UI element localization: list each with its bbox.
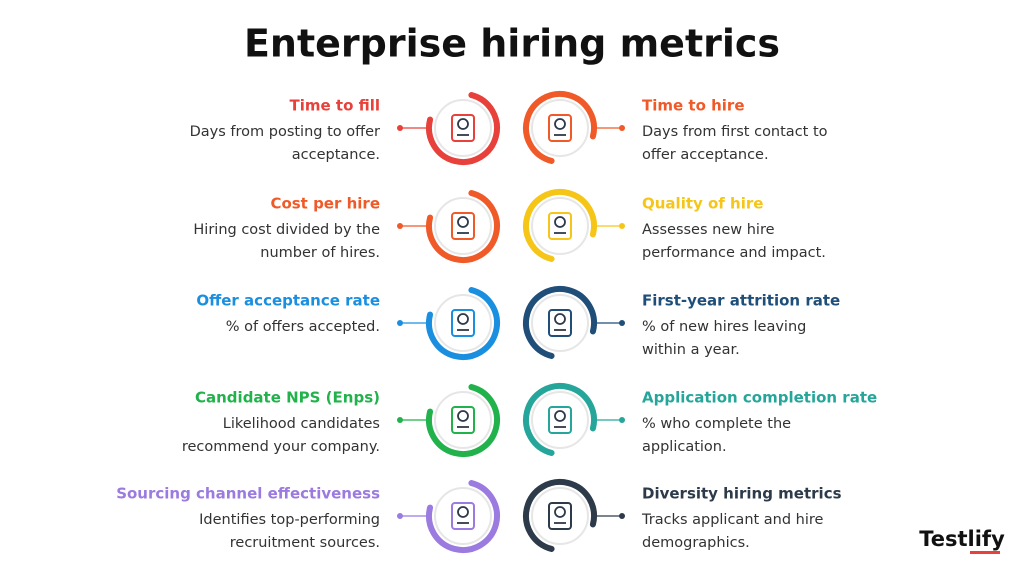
logo-underline [970,551,1000,554]
ring-arc [523,91,597,164]
logo: Testlify [919,527,1005,551]
connector-dot [619,320,625,326]
ring-arc [523,286,597,359]
metric-description: Tracks applicant and hire [641,512,824,528]
connector-dot [397,417,403,423]
ring-inner [434,391,492,449]
metric-description: Days from first contact to [642,124,828,140]
icon-head [457,313,469,325]
metric-description: Likelihood candidates [223,416,380,432]
metric-description: recommend your company. [182,439,380,455]
connector-dot [619,417,625,423]
metric-title: Sourcing channel effectiveness [116,485,380,503]
icon-head [457,216,469,228]
connector-dot [397,223,403,229]
icon-head [457,410,469,422]
title: Enterprise hiring metrics [244,22,780,66]
metric-title: Cost per hire [270,195,380,213]
icon-head [554,216,566,228]
ring-inner [531,487,589,545]
icon-head [554,313,566,325]
metric-title: First-year attrition rate [642,292,840,310]
metric-description: application. [642,439,727,455]
icon-head [457,118,469,130]
metric-description: % who complete the [642,416,791,432]
ring-inner [531,294,589,352]
ring-arc [523,189,597,262]
metric-title: Application completion rate [642,389,877,407]
metric-description: Hiring cost divided by the [193,222,380,238]
icon-body [451,406,475,434]
metric-description: Assesses new hire [642,222,775,238]
icon-body [451,114,475,142]
ring-inner [434,294,492,352]
icon-head [554,410,566,422]
metric-title: Candidate NPS (Enps) [195,389,380,407]
connector-dot [619,223,625,229]
ring-arc [426,190,500,263]
metric-description: % of new hires leaving [642,319,806,335]
metric-description: offer acceptance. [642,147,769,163]
ring-arc [523,383,597,456]
metric-title: Time to hire [642,97,745,115]
metric-title: Diversity hiring metrics [642,485,842,503]
metric-description: performance and impact. [642,245,826,261]
metric-title: Quality of hire [642,195,763,213]
metric-description: number of hires. [260,245,380,261]
icon-head [554,506,566,518]
connector-dot [397,125,403,131]
ring-arc [426,92,500,165]
ring-arc [426,480,500,553]
icon-body [548,502,572,530]
metric-description: demographics. [642,535,750,551]
ring-inner [531,99,589,157]
metric-description: within a year. [642,342,740,358]
ring-arc [426,287,500,360]
connector-dot [619,513,625,519]
connector-dot [397,320,403,326]
metric-description: Identifies top-performing [199,512,380,528]
ring-inner [434,99,492,157]
icon-head [554,118,566,130]
icon-body [451,212,475,240]
icon-body [548,212,572,240]
metric-title: Offer acceptance rate [196,292,380,310]
metric-description: recruitment sources. [230,535,380,551]
metric-description: acceptance. [292,147,380,163]
ring-arc [426,384,500,457]
ring-inner [531,197,589,255]
ring-inner [434,487,492,545]
ring-inner [434,197,492,255]
connector-dot [619,125,625,131]
icon-body [548,309,572,337]
icon-body [548,406,572,434]
connector-dot [397,513,403,519]
icon-body [451,309,475,337]
icon-body [451,502,475,530]
ring-arc [523,479,597,552]
icon-body [548,114,572,142]
icon-head [457,506,469,518]
metric-title: Time to fill [290,97,381,115]
metric-description: Days from posting to offer [190,124,380,140]
ring-inner [531,391,589,449]
metric-description: % of offers accepted. [226,319,380,335]
